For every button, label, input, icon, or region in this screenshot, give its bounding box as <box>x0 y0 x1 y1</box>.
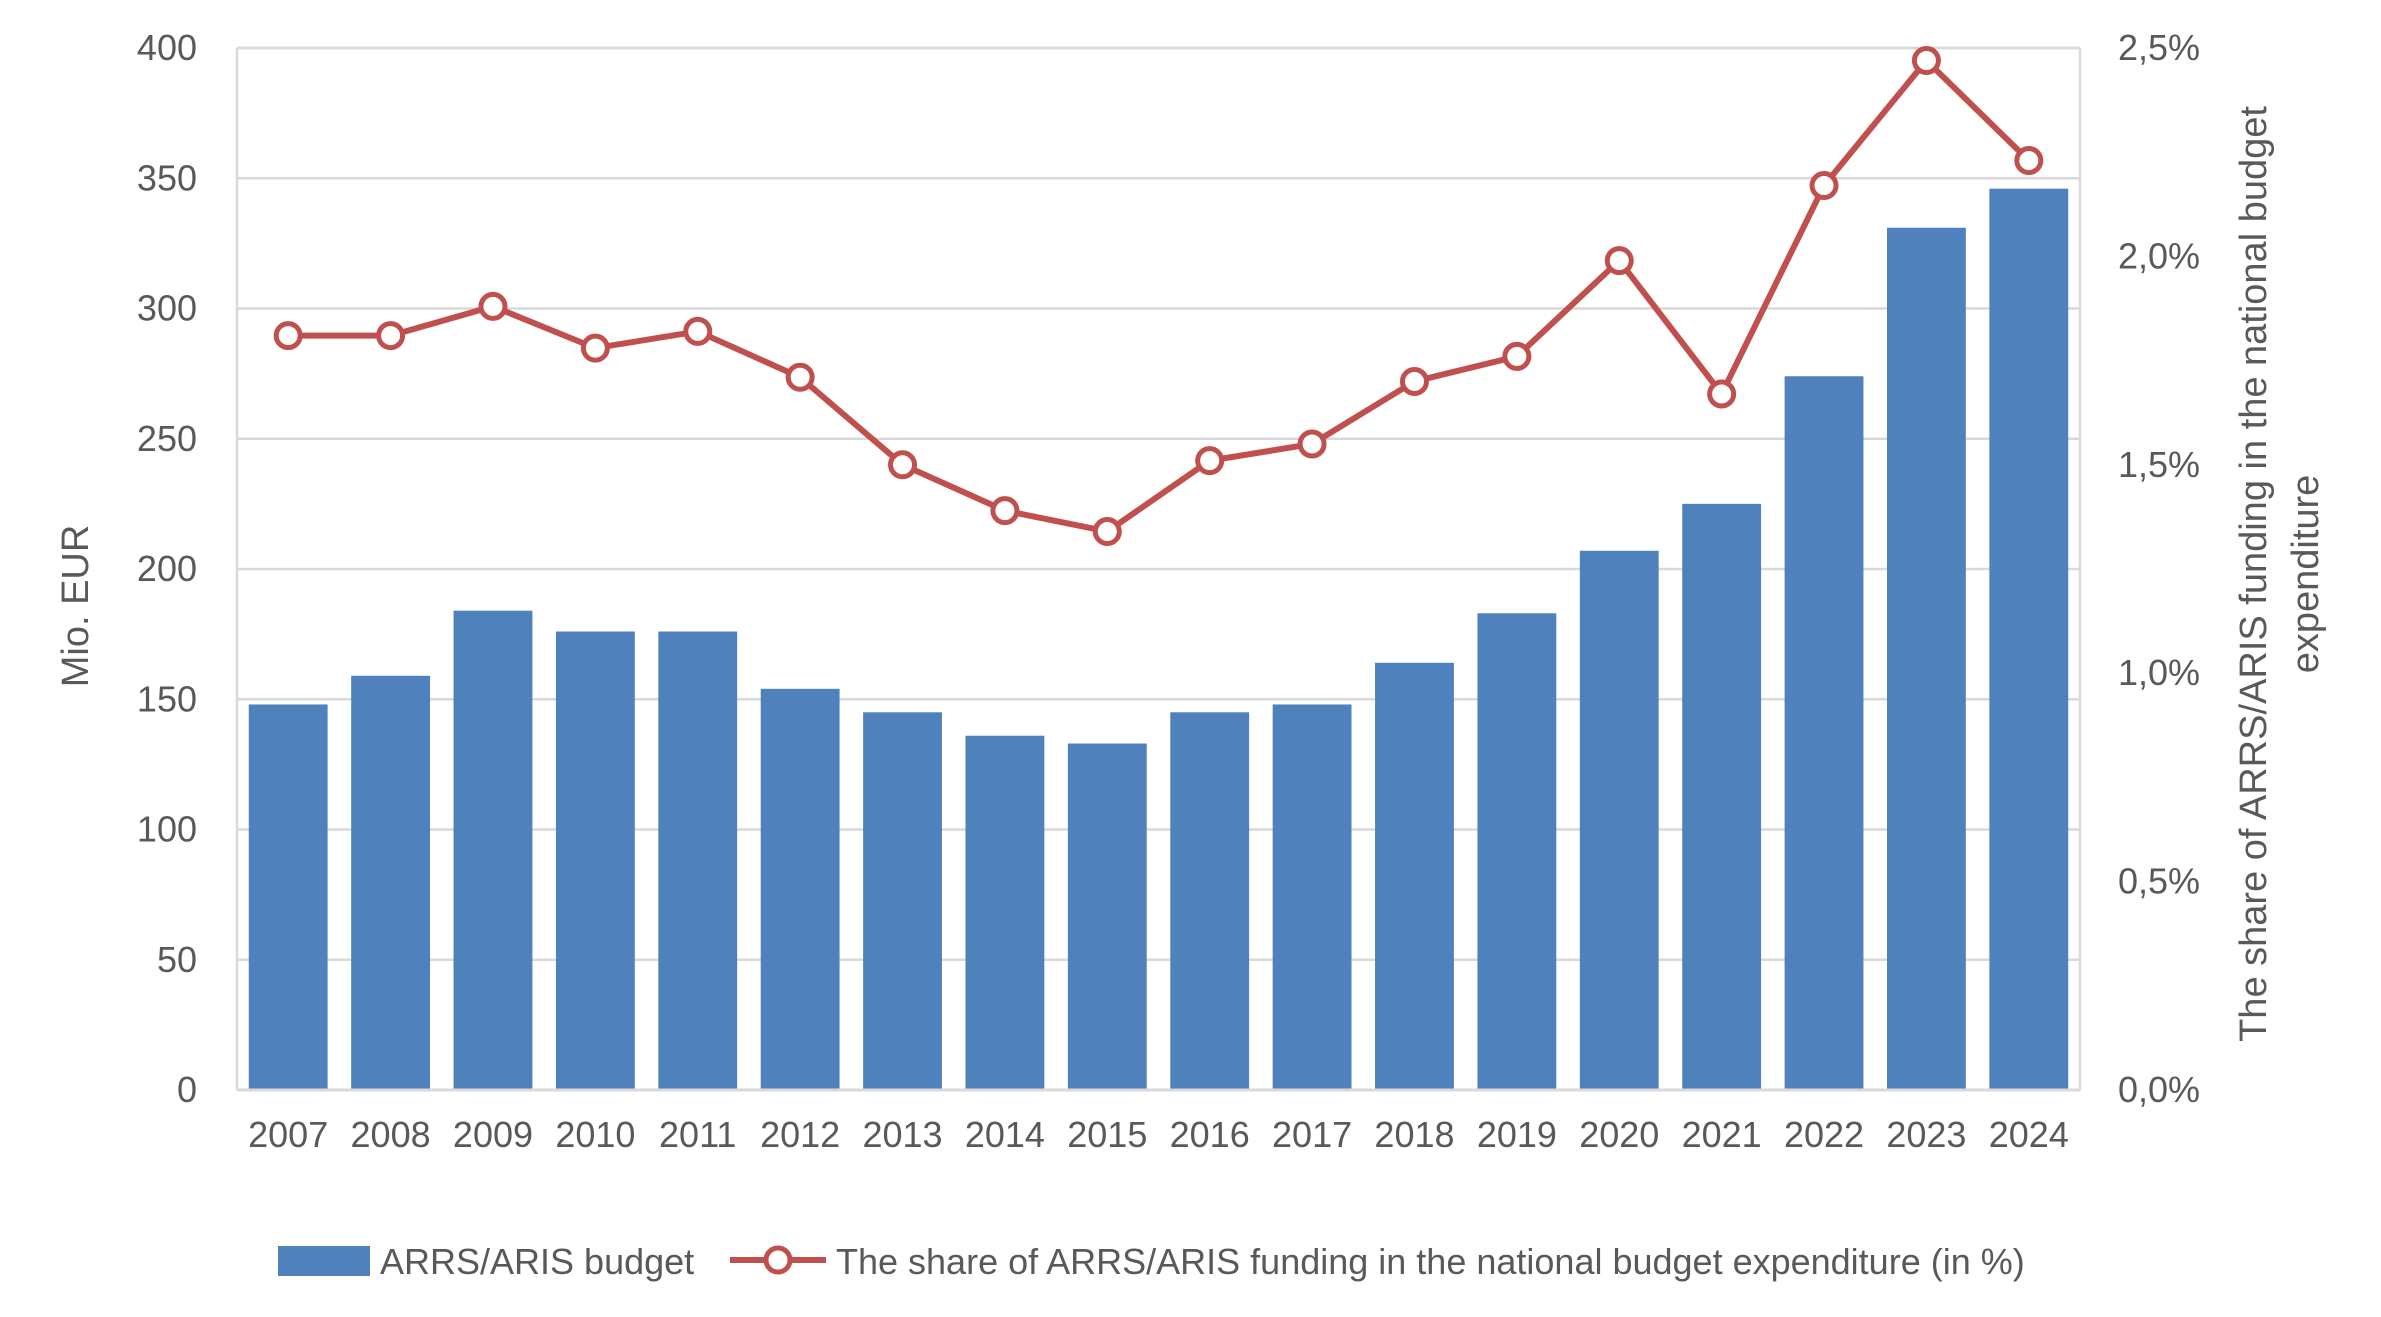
bar <box>1067 743 1147 1090</box>
line-point <box>580 333 610 363</box>
x-tick-label: 2015 <box>1067 1114 1147 1155</box>
left-tick-label: 400 <box>137 27 197 68</box>
bar <box>1784 376 1864 1091</box>
line-point <box>990 496 1020 526</box>
left-tick-label: 0 <box>177 1069 197 1110</box>
x-tick-label: 2011 <box>659 1114 736 1155</box>
right-tick-label: 1,5% <box>2118 444 2200 485</box>
bar <box>1682 503 1762 1090</box>
line-point <box>1195 446 1225 476</box>
x-tick-label: 2017 <box>1272 1114 1352 1155</box>
line-point <box>1911 46 1941 76</box>
line-point <box>376 321 406 351</box>
share-line <box>288 57 2031 535</box>
bar <box>1477 613 1557 1090</box>
x-tick-label: 2016 <box>1170 1114 1250 1155</box>
bar <box>1989 188 2069 1091</box>
x-tick-label: 2008 <box>351 1114 431 1155</box>
left-tick-label: 350 <box>137 157 197 198</box>
x-tick-label: 2018 <box>1374 1114 1454 1155</box>
bar <box>351 675 431 1090</box>
bar <box>760 688 840 1090</box>
right-axis-title-line-1: The share of ARRS/ARIS funding in the na… <box>2233 106 2275 1042</box>
x-tick-label: 2022 <box>1784 1114 1864 1155</box>
left-axis-title: Mio. EUR <box>55 525 97 688</box>
bar <box>1170 712 1250 1090</box>
right-tick-label: 2,5% <box>2118 27 2200 68</box>
legend: ARRS/ARIS budget The share of ARRS/ARIS … <box>278 1241 2025 1282</box>
bar <box>555 631 635 1090</box>
line-series <box>273 46 2044 546</box>
bar <box>1579 550 1659 1090</box>
right-axis-title-line-2: expenditure <box>2285 475 2327 674</box>
x-tick-label: 2014 <box>965 1114 1045 1155</box>
x-tick-label: 2007 <box>248 1114 328 1155</box>
bar <box>658 631 738 1090</box>
x-tick-label: 2012 <box>760 1114 840 1155</box>
bar <box>863 712 942 1090</box>
x-tick-label: 2010 <box>555 1114 635 1155</box>
line-point <box>478 291 508 321</box>
legend-swatch-marker <box>763 1245 793 1275</box>
legend-swatch-bar <box>278 1246 370 1276</box>
left-tick-label: 50 <box>157 939 197 980</box>
line-point <box>273 321 303 351</box>
legend-label-share: The share of ARRS/ARIS funding in the na… <box>836 1241 2025 1282</box>
bar <box>453 610 533 1090</box>
right-tick-label: 2,0% <box>2118 235 2200 276</box>
x-tick-label: 2013 <box>862 1114 942 1155</box>
x-tick-label: 2020 <box>1579 1114 1659 1155</box>
left-tick-label: 150 <box>137 678 197 719</box>
line-point <box>2014 146 2044 176</box>
left-tick-label: 250 <box>137 418 197 459</box>
left-tick-label: 200 <box>137 548 197 589</box>
x-tick-label: 2021 <box>1682 1114 1762 1155</box>
left-tick-label: 100 <box>137 809 197 850</box>
line-point <box>1297 429 1327 459</box>
right-tick-label: 0,5% <box>2118 861 2200 902</box>
right-tick-label: 0,0% <box>2118 1069 2200 1110</box>
bar <box>248 704 328 1090</box>
tick-labels: 0 50 100 150 200 250 300 350 400 0,0% 0,5% 1,0% 1,5%… <box>137 27 2200 1155</box>
line-point <box>785 362 815 392</box>
line-point <box>1604 246 1634 276</box>
line-point <box>1092 516 1122 546</box>
bar <box>965 735 1045 1090</box>
axes <box>235 46 2082 1092</box>
line-point <box>1809 171 1839 201</box>
x-tick-label: 2009 <box>453 1114 533 1155</box>
legend-label-budget: ARRS/ARIS budget <box>380 1241 694 1282</box>
line-point <box>1399 366 1429 396</box>
x-tick-label: 2023 <box>1886 1114 1966 1155</box>
line-point <box>1502 341 1532 371</box>
bar-series <box>248 188 2069 1091</box>
line-point <box>1707 379 1737 409</box>
bar <box>1375 662 1454 1090</box>
bar <box>1272 704 1352 1090</box>
x-tick-label: 2024 <box>1989 1114 2069 1155</box>
bar <box>1886 227 1966 1090</box>
gridlines <box>237 46 2080 961</box>
line-point <box>888 450 918 480</box>
line-point <box>683 316 713 346</box>
x-tick-label: 2019 <box>1477 1114 1557 1155</box>
right-tick-label: 1,0% <box>2118 652 2200 693</box>
left-tick-label: 300 <box>137 288 197 329</box>
